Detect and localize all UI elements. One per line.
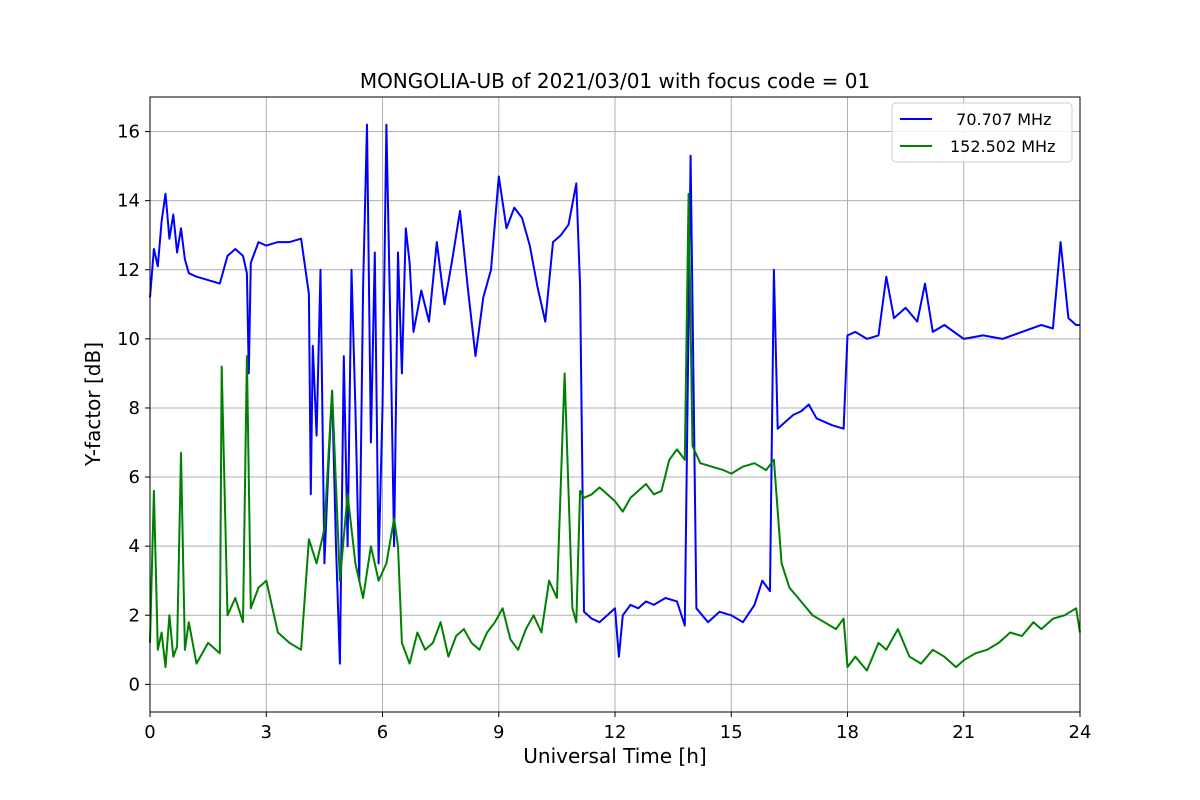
y-tick-label: 8 — [129, 398, 140, 419]
x-tick-label: 6 — [377, 722, 388, 743]
y-tick-label: 2 — [129, 605, 140, 626]
legend-box — [891, 102, 1073, 163]
y-tick-label: 10 — [117, 329, 140, 350]
legend-label-series-1: 70.707 MHz — [946, 110, 1051, 129]
y-tick-label: 12 — [117, 260, 140, 281]
legend: 70.707 MHz 152.502 MHz — [891, 102, 1073, 163]
series-lines — [149, 123, 1081, 672]
chart-title: MONGOLIA-UB of 2021/03/01 with focus cod… — [360, 69, 870, 93]
x-tick-label: 9 — [493, 722, 504, 743]
x-tick-label: 24 — [1069, 722, 1092, 743]
y-tick-label: 4 — [129, 536, 140, 557]
y-axis-label: Y-factor [dB] — [81, 342, 105, 467]
x-axis-label: Universal Time [h] — [523, 744, 706, 768]
series-line-1 — [149, 123, 1080, 665]
x-tick-label: 12 — [604, 722, 627, 743]
x-tick-label: 0 — [144, 722, 155, 743]
x-tick-label: 3 — [261, 722, 272, 743]
x-tick-label: 15 — [720, 722, 743, 743]
x-tick-label: 21 — [952, 722, 975, 743]
grid-lines — [149, 97, 1081, 712]
y-tick-label: 14 — [117, 191, 140, 212]
legend-label-series-2: 152.502 MHz — [950, 137, 1055, 156]
y-tick-label: 16 — [117, 122, 140, 143]
y-tick-label: 6 — [129, 467, 140, 488]
y-tick-label: 0 — [129, 674, 140, 695]
series-line-2 — [149, 192, 1081, 672]
x-tick-label: 18 — [836, 722, 859, 743]
